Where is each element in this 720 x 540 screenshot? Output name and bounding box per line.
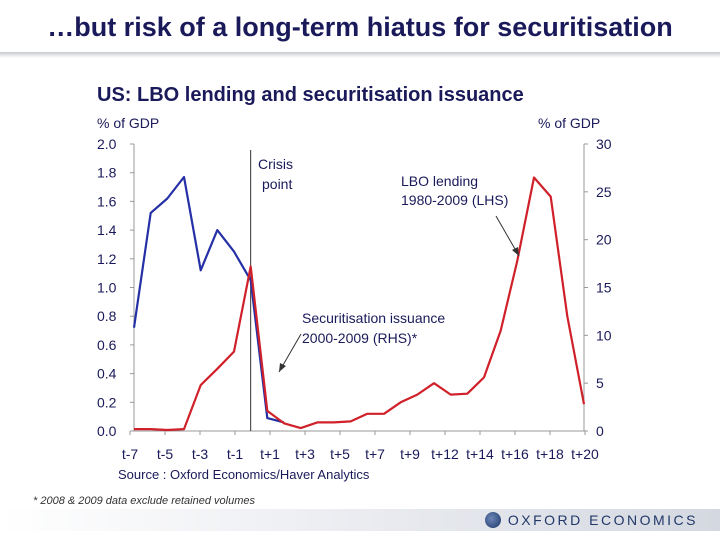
slide-title: …but risk of a long-term hiatus for secu… xyxy=(47,12,673,42)
right-tick-label: 30 xyxy=(596,136,612,152)
lbo-annotation-arrowhead xyxy=(512,247,519,256)
right-tick-label: 10 xyxy=(596,327,612,343)
left-tick-label: 1.2 xyxy=(97,251,117,267)
left-tick-label: 0.4 xyxy=(97,366,117,382)
x-tick-label: t-3 xyxy=(192,446,209,462)
logo-text: OXFORD ECONOMICS xyxy=(507,512,698,528)
x-tick-label: t+12 xyxy=(431,446,459,462)
x-tick-label: t+9 xyxy=(400,446,420,462)
securitisation-annotation-line-1: Securitisation issuance xyxy=(302,310,445,326)
left-tick-label: 1.6 xyxy=(97,193,117,209)
right-axis-label: % of GDP xyxy=(538,115,600,131)
left-tick-label: 1.0 xyxy=(97,280,117,296)
series-line-lbo-lending xyxy=(132,175,285,424)
right-tick-label: 0 xyxy=(596,423,604,439)
footnote: * 2008 & 2009 data exclude retained volu… xyxy=(33,495,255,507)
globe-logo-icon xyxy=(484,512,501,528)
x-tick-label: t+7 xyxy=(365,446,385,462)
lbo-annotation-line-2: 1980-2009 (LHS) xyxy=(401,192,508,208)
x-tick-label: t+3 xyxy=(295,446,315,462)
x-tick-label: t-7 xyxy=(122,446,139,462)
crisis-label-line-2: point xyxy=(262,176,292,192)
left-tick-label: 0.2 xyxy=(97,394,117,410)
lbo-annotation-line-1: LBO lending xyxy=(401,173,478,189)
left-tick-label: 0.8 xyxy=(97,308,117,324)
x-tick-label: t+20 xyxy=(571,446,599,462)
x-tick-label: t+14 xyxy=(466,446,494,462)
chart-title: US: LBO lending and securitisation issua… xyxy=(97,84,524,106)
x-tick-label: t-1 xyxy=(227,446,244,462)
left-tick-label: 1.4 xyxy=(97,222,117,238)
crisis-label-line-1: Crisis xyxy=(258,156,293,172)
left-tick-label: 2.0 xyxy=(97,136,117,152)
series-line-securitisation xyxy=(134,176,586,432)
oxford-economics-logo: OXFORD ECONOMICS xyxy=(484,509,698,531)
x-tick-label: t-5 xyxy=(157,446,174,462)
source-label: Source : Oxford Economics/Haver Analytic… xyxy=(118,467,370,482)
x-tick-label: t+18 xyxy=(536,446,564,462)
right-tick-label: 20 xyxy=(596,232,612,248)
footer-band xyxy=(0,509,720,531)
x-tick-label: t+1 xyxy=(260,446,280,462)
right-tick-label: 15 xyxy=(596,280,612,296)
x-tick-label: t+16 xyxy=(501,446,529,462)
right-tick-label: 25 xyxy=(596,184,612,200)
left-tick-label: 1.8 xyxy=(97,165,117,181)
securitisation-annotation-arrowhead xyxy=(279,363,286,372)
left-axis-label: % of GDP xyxy=(97,115,159,131)
securitisation-annotation-line-2: 2000-2009 (RHS)* xyxy=(302,330,418,346)
right-tick-label: 5 xyxy=(596,375,604,391)
x-tick-label: t+5 xyxy=(330,446,350,462)
left-tick-label: 0.0 xyxy=(97,423,117,439)
left-tick-label: 0.6 xyxy=(97,337,117,353)
title-rule xyxy=(0,52,720,58)
